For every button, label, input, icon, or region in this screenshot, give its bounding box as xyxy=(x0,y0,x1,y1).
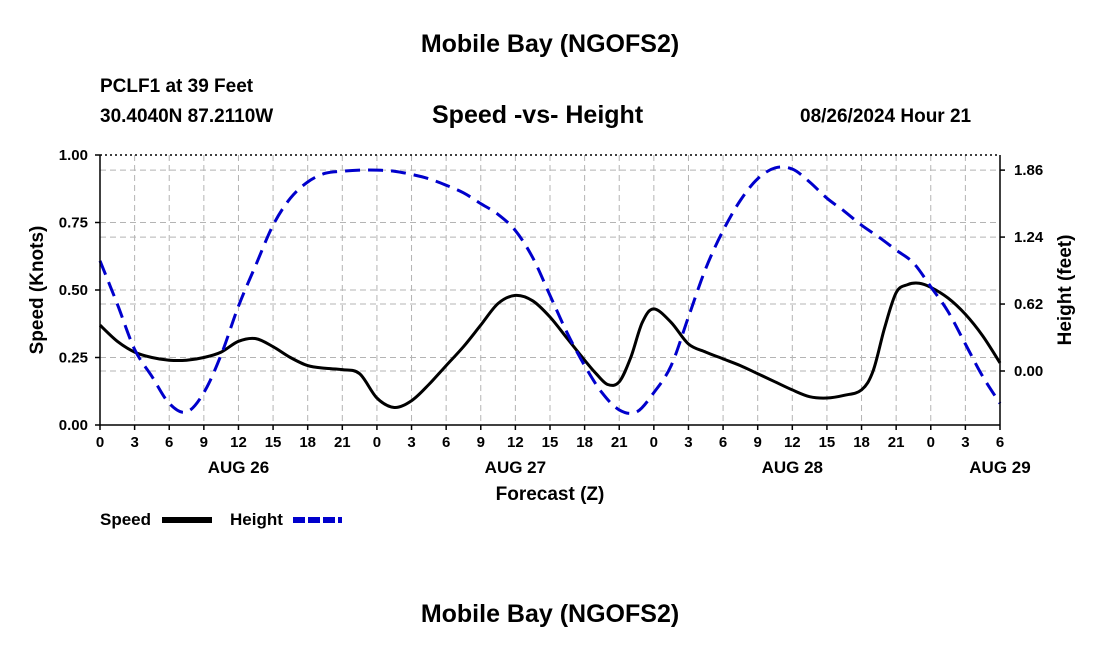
x-tick-label: 18 xyxy=(299,434,316,451)
y-tick-label: 0.00 xyxy=(59,417,88,434)
y2-axis-label: Height (feet) xyxy=(1055,235,1076,346)
series-line-speed xyxy=(98,281,1002,409)
y-tick-label: 0.25 xyxy=(59,350,88,367)
chart-subtitle: Speed -vs- Height xyxy=(432,101,644,129)
x-tick-label: 9 xyxy=(200,434,208,451)
x-date-label: AUG 26 xyxy=(208,458,269,477)
x-tick-label: 15 xyxy=(265,434,282,451)
x-tick-label: 15 xyxy=(542,434,559,451)
legend-label-speed: Speed xyxy=(100,510,151,529)
y2-tick-label: 1.24 xyxy=(1014,229,1044,246)
x-tick-label: 0 xyxy=(927,434,935,451)
x-tick-label: 0 xyxy=(650,434,658,451)
x-tick-label: 12 xyxy=(507,434,524,451)
x-date-label: AUG 29 xyxy=(969,458,1030,477)
x-axis-label: Forecast (Z) xyxy=(496,484,605,505)
x-tick-label: 6 xyxy=(996,434,1004,451)
repeated-main-title: Mobile Bay (NGOFS2) xyxy=(420,600,680,628)
x-tick-label: 12 xyxy=(230,434,247,451)
chart-main-title: Mobile Bay (NGOFS2) xyxy=(420,30,680,58)
x-tick-label: 15 xyxy=(819,434,836,451)
y-tick-label: 0.75 xyxy=(59,215,88,232)
y2-tick-label: 0.62 xyxy=(1014,296,1043,313)
axis-layer: 0 3 6 9 12 15 18 21 0 3 6 9 12 15 18 21 0 3 6 9 12 15 18 21 0 3 6 A… xyxy=(27,147,1076,505)
grid-layer xyxy=(100,155,1000,425)
y-tick-label: 1.00 xyxy=(59,147,88,164)
x-date-label: AUG 27 xyxy=(485,458,546,477)
forecast-datetime: 08/26/2024 Hour 21 xyxy=(800,106,972,127)
x-tick-label: 6 xyxy=(719,434,727,451)
series-line-height xyxy=(98,165,1002,415)
y2-tick-label: 0.00 xyxy=(1014,363,1043,380)
y-tick-label: 0.50 xyxy=(59,282,88,299)
x-tick-label: 3 xyxy=(961,434,969,451)
x-tick-label: 21 xyxy=(888,434,905,451)
x-tick-label: 12 xyxy=(784,434,801,451)
x-tick-label: 3 xyxy=(407,434,415,451)
x-tick-label: 0 xyxy=(373,434,381,451)
x-tick-label: 21 xyxy=(611,434,628,451)
x-tick-label: 9 xyxy=(477,434,485,451)
legend-label-height: Height xyxy=(230,510,283,529)
series-layer xyxy=(98,165,1002,415)
x-tick-label: 9 xyxy=(754,434,762,451)
y-axis-label: Speed (Knots) xyxy=(27,226,48,355)
x-tick-label: 6 xyxy=(442,434,450,451)
x-tick-label: 3 xyxy=(130,434,138,451)
x-tick-label: 21 xyxy=(334,434,351,451)
x-date-label: AUG 28 xyxy=(762,458,823,477)
x-tick-label: 6 xyxy=(165,434,173,451)
x-tick-label: 0 xyxy=(96,434,104,451)
legend: Speed Height xyxy=(100,510,342,529)
x-tick-label: 18 xyxy=(853,434,870,451)
x-tick-label: 3 xyxy=(684,434,692,451)
station-label: PCLF1 at 39 Feet xyxy=(100,76,254,97)
coordinates-label: 30.4040N 87.2110W xyxy=(100,106,274,127)
x-tick-label: 18 xyxy=(576,434,593,451)
y2-tick-label: 1.86 xyxy=(1014,162,1043,179)
